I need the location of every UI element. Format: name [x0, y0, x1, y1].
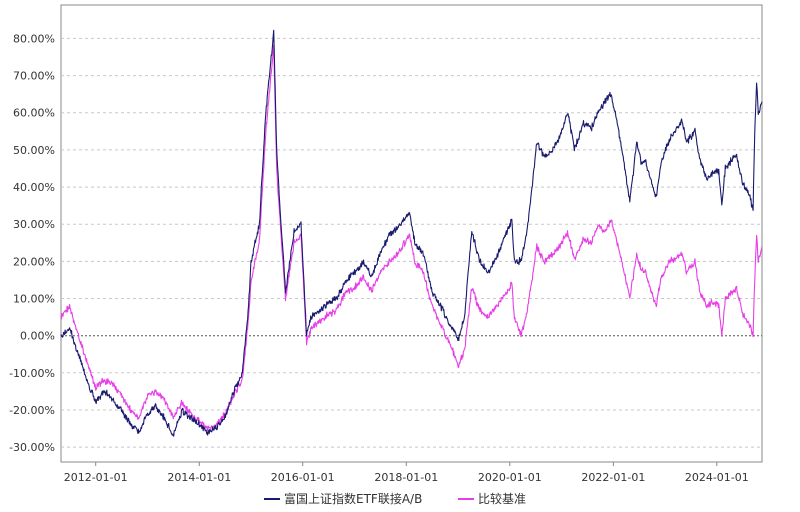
- y-tick-label: 60.00%: [13, 107, 55, 120]
- y-tick-label: 40.00%: [13, 181, 55, 194]
- y-tick-label: -20.00%: [9, 404, 55, 417]
- legend-item-series-1[interactable]: 富国上证指数ETF联接A/B: [264, 491, 422, 506]
- x-tick-label: 2020-01-01: [478, 471, 542, 484]
- x-tick-label: 2018-01-01: [374, 471, 438, 484]
- series-layer: [60, 29, 763, 437]
- legend-item-series-2[interactable]: 比较基准: [458, 491, 526, 506]
- x-tick-label: 2022-01-01: [581, 471, 645, 484]
- x-tick-label: 2012-01-01: [64, 471, 128, 484]
- y-tick-label: -10.00%: [9, 367, 55, 380]
- y-axis-ticks: -30.00% -20.00% -10.00% 0.00% 10.00% 20.00% 30…: [9, 32, 55, 454]
- legend-label-series-2: 比较基准: [478, 491, 526, 506]
- x-tick-label: 2024-01-01: [685, 471, 749, 484]
- plot-area: [60, 4, 763, 463]
- legend: 富国上证指数ETF联接A/B 比较基准: [264, 491, 526, 506]
- y-tick-label: -30.00%: [9, 441, 55, 454]
- y-tick-label: 80.00%: [13, 32, 55, 45]
- y-tick-label: 30.00%: [13, 218, 55, 231]
- legend-label-series-1: 富国上证指数ETF联接A/B: [284, 491, 422, 506]
- series-line-1: [60, 29, 763, 437]
- x-tick-label: 2014-01-01: [167, 471, 231, 484]
- x-tick-label: 2016-01-01: [271, 471, 335, 484]
- y-tick-label: 20.00%: [13, 255, 55, 268]
- series-line-2: [60, 44, 763, 431]
- y-tick-label: 70.00%: [13, 70, 55, 83]
- x-axis-ticks: 2012-01-01 2014-01-01 2016-01-01 2018-01-01…: [64, 462, 749, 484]
- y-tick-label: 50.00%: [13, 144, 55, 157]
- y-tick-label: 0.00%: [20, 330, 55, 343]
- y-tick-label: 10.00%: [13, 293, 55, 306]
